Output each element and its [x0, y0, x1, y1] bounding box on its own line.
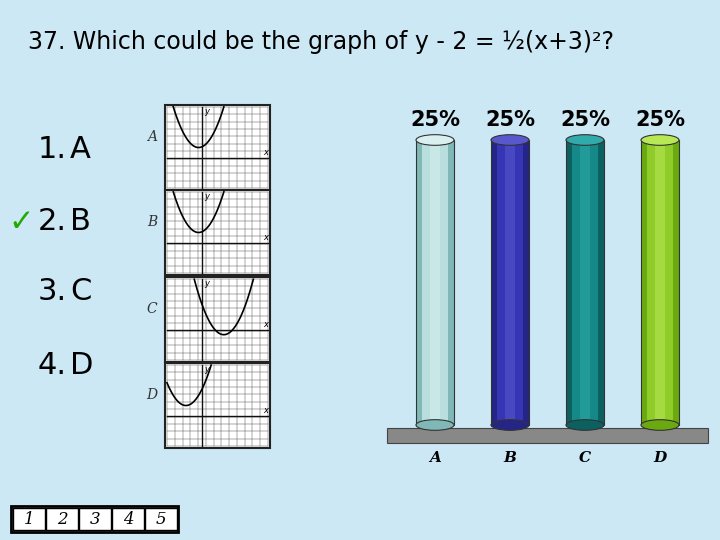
Ellipse shape — [566, 134, 604, 145]
Text: B: B — [70, 207, 91, 237]
Bar — [79, 508, 111, 530]
Bar — [491, 140, 529, 425]
Bar — [431, 140, 440, 425]
Text: B: B — [147, 215, 157, 230]
Bar — [580, 140, 590, 425]
Bar — [505, 140, 515, 425]
Text: A: A — [429, 451, 441, 465]
Bar — [641, 140, 679, 425]
Text: y: y — [204, 107, 209, 116]
Text: 5: 5 — [156, 510, 166, 528]
Text: 1: 1 — [24, 510, 35, 528]
Bar — [165, 277, 270, 362]
Text: x: x — [263, 148, 268, 157]
Bar — [46, 508, 78, 530]
Ellipse shape — [641, 134, 679, 145]
Text: x: x — [263, 406, 268, 415]
Text: B: B — [503, 451, 516, 465]
Bar — [566, 140, 604, 425]
Text: 4: 4 — [122, 510, 133, 528]
Bar — [165, 105, 270, 190]
Text: C: C — [70, 278, 91, 307]
Bar — [416, 140, 454, 425]
Bar — [655, 140, 665, 425]
Polygon shape — [387, 428, 708, 443]
Text: x: x — [263, 233, 268, 242]
Ellipse shape — [491, 420, 529, 430]
Text: y: y — [204, 192, 209, 201]
Text: 25%: 25% — [410, 110, 460, 130]
Bar — [145, 508, 177, 530]
Text: 4.: 4. — [38, 350, 67, 380]
Text: A: A — [70, 136, 91, 165]
Text: C: C — [579, 451, 591, 465]
Bar — [416, 140, 454, 425]
Ellipse shape — [641, 420, 679, 430]
Ellipse shape — [416, 420, 454, 430]
Ellipse shape — [566, 420, 604, 430]
Bar — [491, 140, 529, 425]
Text: 25%: 25% — [635, 110, 685, 130]
Ellipse shape — [416, 134, 454, 145]
Bar — [523, 140, 529, 425]
Text: 3.: 3. — [38, 278, 67, 307]
Text: ✓: ✓ — [9, 207, 34, 237]
Text: 2.: 2. — [38, 207, 67, 237]
Bar — [13, 508, 45, 530]
Text: C: C — [146, 302, 157, 316]
Bar — [112, 508, 144, 530]
Bar — [449, 140, 454, 425]
Text: 3: 3 — [90, 510, 100, 528]
Bar — [641, 140, 679, 425]
Bar — [165, 363, 270, 448]
Bar — [566, 140, 604, 425]
Text: x: x — [263, 320, 268, 329]
Text: 25%: 25% — [485, 110, 535, 130]
Bar — [165, 190, 270, 275]
Bar — [673, 140, 679, 425]
Ellipse shape — [491, 134, 529, 145]
Text: A: A — [147, 130, 157, 144]
Text: 25%: 25% — [560, 110, 610, 130]
Bar — [491, 140, 497, 425]
Bar — [641, 140, 647, 425]
Text: 2: 2 — [57, 510, 67, 528]
Text: D: D — [653, 451, 667, 465]
Text: y: y — [204, 279, 209, 288]
Bar — [598, 140, 604, 425]
Bar — [416, 140, 422, 425]
Text: D: D — [70, 350, 94, 380]
Bar — [566, 140, 572, 425]
Text: 1.: 1. — [38, 136, 67, 165]
Text: D: D — [146, 388, 157, 402]
Bar — [11, 506, 178, 532]
Text: y: y — [204, 365, 209, 374]
Text: 37. Which could be the graph of y - 2 = ½(x+3)²?: 37. Which could be the graph of y - 2 = … — [28, 30, 614, 54]
